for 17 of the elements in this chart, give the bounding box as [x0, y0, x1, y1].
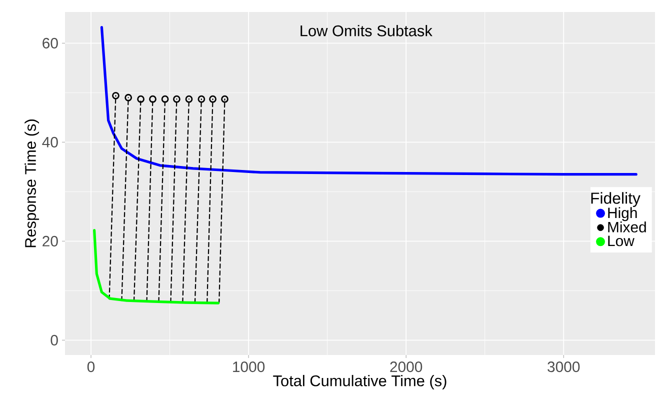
- y-tick-label: 20: [42, 236, 58, 246]
- legend-label: Mixed: [608, 221, 646, 232]
- legend-label: Low: [608, 236, 634, 246]
- y-tick-label: 40: [42, 136, 58, 148]
- line-series: [93, 228, 220, 304]
- x-axis-title: Total Cumulative Time (s): [273, 374, 446, 390]
- y-tick-label: 0: [50, 334, 58, 346]
- legend-label: High: [608, 207, 637, 222]
- x-tick-label: 3000: [548, 362, 580, 372]
- text: Low Omits Subtask: [300, 24, 432, 36]
- y-axis-title: Response Time (s): [24, 120, 40, 248]
- line-series: [100, 26, 638, 176]
- y-tick-label: 60: [42, 38, 58, 48]
- x-tick-label: 0: [87, 362, 95, 372]
- x-tick-label: 1000: [233, 362, 265, 372]
- x-tick-label: 2000: [390, 362, 422, 372]
- legend-title: Fidelity: [591, 192, 640, 207]
